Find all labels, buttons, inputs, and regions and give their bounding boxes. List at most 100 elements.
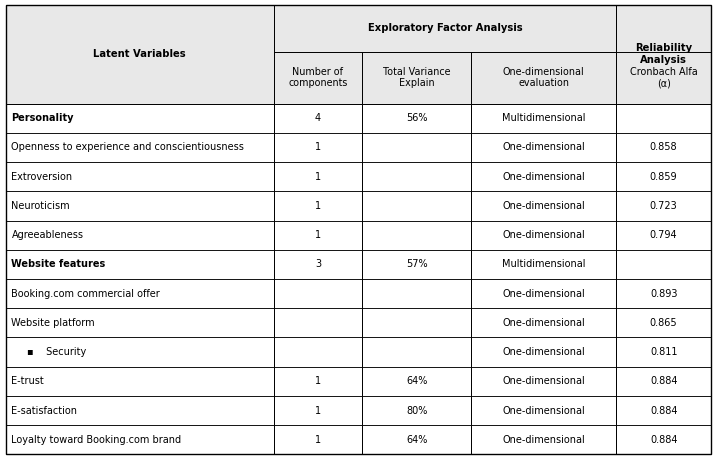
Bar (471, 191, 616, 220)
Bar (471, 104, 616, 133)
Bar (471, 425, 616, 454)
Text: Multidimensional: Multidimensional (502, 113, 586, 123)
Bar (616, 104, 711, 133)
Text: 0.723: 0.723 (650, 201, 678, 211)
Bar (616, 250, 711, 279)
Bar (6, 308, 274, 337)
Bar (616, 162, 711, 191)
Bar (362, 162, 471, 191)
Bar (362, 191, 471, 220)
Bar (362, 367, 471, 396)
Bar (471, 250, 616, 279)
Text: 0.884: 0.884 (650, 435, 678, 445)
Bar (616, 279, 711, 308)
Bar (274, 279, 362, 308)
Bar (471, 308, 616, 337)
Text: Agreeableness: Agreeableness (11, 230, 83, 240)
Bar (616, 367, 711, 396)
Text: 57%: 57% (406, 259, 427, 269)
Text: One-dimensional: One-dimensional (503, 347, 585, 357)
Text: One-dimensional: One-dimensional (503, 406, 585, 415)
Text: Extroversion: Extroversion (11, 172, 72, 182)
Bar (6, 162, 274, 191)
Bar (616, 308, 711, 337)
Bar (274, 308, 362, 337)
Bar (362, 308, 471, 337)
Text: Loyalty toward Booking.com brand: Loyalty toward Booking.com brand (11, 435, 181, 445)
Text: One-dimensional: One-dimensional (503, 318, 585, 328)
Text: One-dimensional: One-dimensional (503, 376, 585, 386)
Bar (362, 104, 471, 133)
Text: 0.884: 0.884 (650, 406, 678, 415)
Bar (6, 250, 274, 279)
Text: One-dimensional: One-dimensional (503, 435, 585, 445)
Text: 1: 1 (315, 201, 321, 211)
Text: Latent Variables: Latent Variables (93, 49, 186, 59)
Text: Neuroticism: Neuroticism (11, 201, 70, 211)
Bar (471, 133, 616, 162)
Text: 0.794: 0.794 (650, 230, 678, 240)
Text: 1: 1 (315, 172, 321, 182)
Bar (274, 133, 362, 162)
Text: 1: 1 (315, 435, 321, 445)
Text: Cronbach Alfa
(α): Cronbach Alfa (α) (630, 67, 698, 89)
Text: 0.859: 0.859 (650, 172, 678, 182)
Text: One-dimensional: One-dimensional (503, 230, 585, 240)
Text: 64%: 64% (406, 435, 427, 445)
Text: Personality: Personality (11, 113, 74, 123)
Bar (616, 52, 711, 104)
Text: 0.811: 0.811 (650, 347, 678, 357)
Bar (362, 52, 471, 104)
Bar (274, 367, 362, 396)
Text: One-dimensional: One-dimensional (503, 201, 585, 211)
Text: Exploratory Factor Analysis: Exploratory Factor Analysis (368, 23, 522, 33)
Text: 0.893: 0.893 (650, 289, 678, 299)
Bar (6, 279, 274, 308)
Text: Website features: Website features (11, 259, 105, 269)
Text: One-dimensional: One-dimensional (503, 289, 585, 299)
Bar (471, 337, 616, 367)
Text: 1: 1 (315, 230, 321, 240)
Bar (6, 396, 274, 425)
Bar (471, 162, 616, 191)
Bar (362, 396, 471, 425)
Text: Reliability
Analysis: Reliability Analysis (635, 43, 692, 65)
Bar (362, 279, 471, 308)
Bar (6, 133, 274, 162)
Bar (362, 425, 471, 454)
Bar (362, 250, 471, 279)
Text: Total Variance
Explain: Total Variance Explain (383, 67, 450, 89)
Bar (616, 191, 711, 220)
Text: Number of
components: Number of components (288, 67, 348, 89)
Text: One-dimensional: One-dimensional (503, 172, 585, 182)
Bar (616, 220, 711, 250)
Bar (274, 162, 362, 191)
Bar (274, 337, 362, 367)
Text: 1: 1 (315, 406, 321, 415)
Text: 64%: 64% (406, 376, 427, 386)
Text: 56%: 56% (406, 113, 427, 123)
Text: E-trust: E-trust (11, 376, 44, 386)
Text: 0.884: 0.884 (650, 376, 678, 386)
Bar (6, 104, 274, 133)
Text: ▪    Security: ▪ Security (27, 347, 87, 357)
Bar (274, 250, 362, 279)
Bar (6, 5, 274, 104)
Bar (6, 367, 274, 396)
Bar (471, 396, 616, 425)
Text: E-satisfaction: E-satisfaction (11, 406, 77, 415)
Bar (6, 220, 274, 250)
Bar (362, 337, 471, 367)
Text: Website platform: Website platform (11, 318, 95, 328)
Bar (274, 220, 362, 250)
Bar (274, 5, 616, 52)
Text: Openness to experience and conscientiousness: Openness to experience and conscientious… (11, 142, 244, 152)
Text: 0.858: 0.858 (650, 142, 678, 152)
Bar (362, 133, 471, 162)
Bar (616, 337, 711, 367)
Text: 1: 1 (315, 376, 321, 386)
Bar (471, 367, 616, 396)
Bar (6, 191, 274, 220)
Text: 1: 1 (315, 142, 321, 152)
Bar (274, 191, 362, 220)
